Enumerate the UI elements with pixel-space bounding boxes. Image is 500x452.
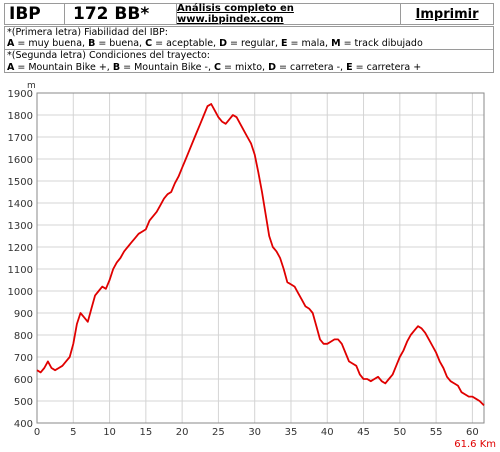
reliability-key-1: B <box>88 38 96 50</box>
reliability-key-0: A <box>7 38 15 50</box>
condition-desc-4: = carretera + <box>352 61 422 73</box>
x-tick-label: 35 <box>285 427 298 438</box>
y-tick-label: 1100 <box>8 265 33 276</box>
reliability-key-3: D <box>219 38 227 50</box>
y-tick-label: 400 <box>14 419 33 430</box>
elevation-chart: 4005006007008009001000110012001300140015… <box>8 81 496 450</box>
plot-frame <box>36 92 485 424</box>
condition-desc-3: = carretera -, <box>275 61 347 73</box>
x-tick-label: 45 <box>357 427 370 438</box>
elevation-line <box>36 103 485 407</box>
y-tick-label: 1700 <box>8 133 33 144</box>
y-tick-label: 1000 <box>8 287 33 298</box>
reliability-key-4: E <box>281 38 288 50</box>
legend-divider <box>5 49 493 51</box>
x-tick-label: 10 <box>103 427 116 438</box>
x-tick-label: 60 <box>466 427 479 438</box>
legend-box: *(Primera letra) Fiabilidad del IBP: A =… <box>4 26 494 73</box>
condition-key-3: D <box>268 61 276 73</box>
x-tick-label: 15 <box>139 427 152 438</box>
y-tick-label: 1300 <box>8 221 33 232</box>
y-tick-label: 1800 <box>8 111 33 122</box>
x-tick-label: 5 <box>70 427 76 438</box>
y-tick-label: 1200 <box>8 243 33 254</box>
y-tick-label: 500 <box>14 397 33 408</box>
condition-desc-2: = mixto, <box>221 61 269 73</box>
y-tick-label: 900 <box>14 309 33 320</box>
x-tick-label: 0 <box>34 427 40 438</box>
legend-conditions-title: *(Segunda letra) Condiciones del trayect… <box>7 50 210 62</box>
y-tick-label: 700 <box>14 353 33 364</box>
x-tick-label: 50 <box>393 427 406 438</box>
reliability-desc-5: = track dibujado <box>340 38 423 50</box>
ibp-label: IBP <box>5 4 65 24</box>
y-tick-label: 600 <box>14 375 33 386</box>
reliability-key-2: C <box>145 38 153 50</box>
reliability-key-5: M <box>331 38 341 50</box>
y-tick-label: 1900 <box>8 89 33 100</box>
legend-conditions-values: A = Mountain Bike +, B = Mountain Bike -… <box>7 62 493 73</box>
y-tick-label: 800 <box>14 331 33 342</box>
header-bar: IBP 172 BB* Análisis completo en www.ibp… <box>4 3 494 25</box>
condition-desc-0: = Mountain Bike +, <box>14 61 113 73</box>
reliability-desc-4: = mala, <box>287 38 332 50</box>
reliability-desc-1: = buena, <box>95 38 146 50</box>
x-tick-label: 25 <box>212 427 225 438</box>
y-tick-label: 1500 <box>8 177 33 188</box>
y-tick-label: 1400 <box>8 199 33 210</box>
x-tick-label: 30 <box>248 427 261 438</box>
condition-key-1: B <box>112 61 121 73</box>
y-tick-label: 1600 <box>8 155 33 166</box>
condition-key-4: E <box>346 61 353 73</box>
ibp-value: 172 BB* <box>65 4 177 24</box>
x-tick-label: 20 <box>176 427 189 438</box>
reliability-desc-2: = aceptable, <box>152 38 220 50</box>
legend-reliability-title: *(Primera letra) Fiabilidad del IBP: <box>7 27 168 38</box>
x-tick-label: 55 <box>430 427 443 438</box>
condition-key-0: A <box>7 61 15 73</box>
x-tick-label: 40 <box>321 427 334 438</box>
condition-desc-1: = Mountain Bike -, <box>120 61 215 73</box>
print-button[interactable]: Imprimir <box>415 6 479 22</box>
reliability-desc-3: = regular, <box>227 38 281 50</box>
analysis-link[interactable]: Análisis completo en www.ibpindex.com <box>177 3 401 25</box>
y-unit-label: m <box>27 81 36 91</box>
total-distance-label: 61.6 Km <box>454 439 496 450</box>
legend-reliability-values: A = muy buena, B = buena, C = aceptable,… <box>7 38 493 49</box>
reliability-desc-0: = muy buena, <box>14 38 89 50</box>
condition-key-2: C <box>214 61 221 73</box>
